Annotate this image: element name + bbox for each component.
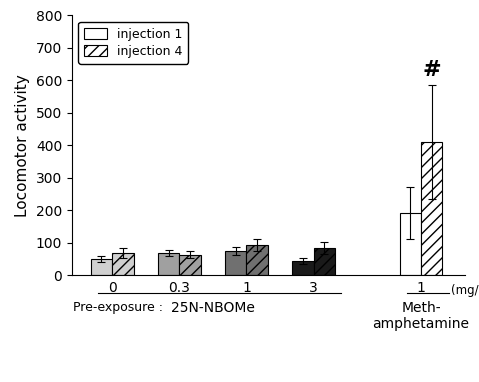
Text: 25N-NBOMe: 25N-NBOMe bbox=[171, 301, 255, 315]
Text: Meth-
amphetamine: Meth- amphetamine bbox=[373, 301, 469, 331]
Bar bbox=[112, 253, 134, 275]
Text: #: # bbox=[422, 60, 441, 80]
Bar bbox=[314, 248, 335, 275]
Bar bbox=[399, 213, 421, 275]
Y-axis label: Locomotor activity: Locomotor activity bbox=[15, 74, 30, 217]
Bar bbox=[179, 254, 201, 275]
Text: (mg/kg/10ml): (mg/kg/10ml) bbox=[451, 284, 479, 297]
Bar bbox=[225, 251, 246, 275]
Bar bbox=[292, 261, 314, 275]
Bar bbox=[246, 245, 268, 275]
Legend: injection 1, injection 4: injection 1, injection 4 bbox=[78, 21, 188, 64]
Bar bbox=[91, 259, 112, 275]
Text: Pre-exposure :: Pre-exposure : bbox=[73, 301, 163, 314]
Bar bbox=[421, 142, 443, 275]
Bar bbox=[158, 253, 179, 275]
